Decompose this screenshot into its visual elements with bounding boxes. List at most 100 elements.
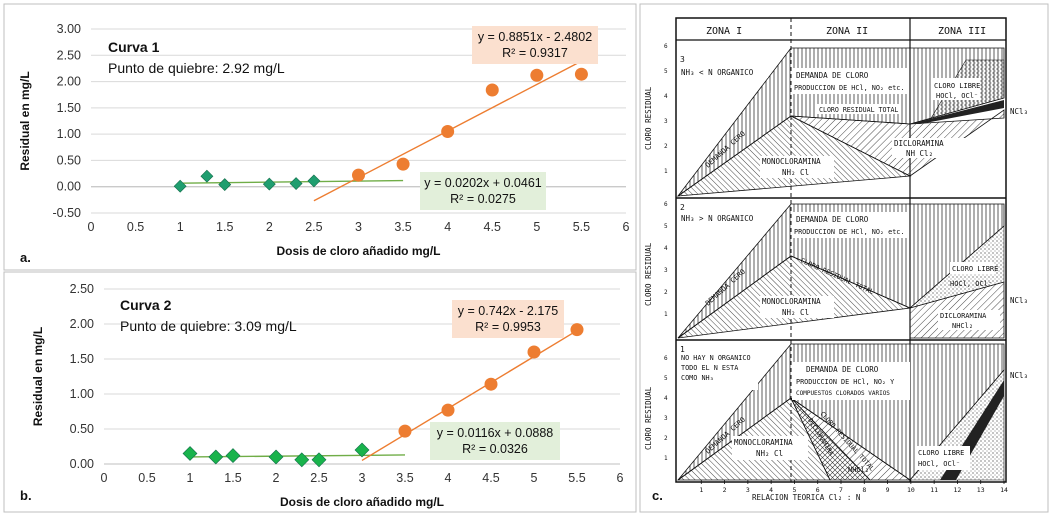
y-tick-label: 0.00 — [57, 180, 81, 194]
plot-3-mono-formula: NH₂ Cl — [782, 168, 809, 177]
panel-a-frame — [3, 3, 637, 271]
svg-text:3: 3 — [664, 415, 668, 422]
plot-3-ncl3: NCl₃ — [1010, 107, 1028, 116]
x-tick-label: 3 — [359, 471, 366, 485]
diagram-x-ticks: 1 2 3 4 5 6 7 8 9 10 11 12 13 14 — [699, 480, 1008, 494]
x-tick-label: 0.5 — [127, 220, 144, 234]
x-tick-label: 5.5 — [573, 220, 590, 234]
plot-1-y-ticks: 1 2 3 4 5 6 — [664, 355, 668, 462]
x-tick-label: 4 — [444, 220, 451, 234]
data-point-diamond — [354, 442, 370, 458]
x-axis-label: Dosis de cloro añadido mg/L — [280, 495, 444, 509]
trend-r-squared: R² = 0.0326 — [462, 442, 528, 456]
data-point-diamond — [307, 174, 321, 188]
data-point-diamond — [200, 169, 214, 183]
trend-equation: y = 0.742x - 2.175 — [458, 304, 558, 318]
plot-3-demanda-title: DEMANDA DE CLORO — [796, 71, 869, 80]
y-tick-label: 3.00 — [57, 22, 81, 36]
diagram-x-tick-label: 8 — [862, 486, 866, 494]
trend-equation: y = 0.8851x - 2.4802 — [478, 30, 592, 44]
data-point-diamond — [311, 452, 327, 468]
diagram-x-tick-label: 2 — [723, 486, 727, 494]
x-tick-label: 1.5 — [224, 471, 241, 485]
svg-text:2: 2 — [664, 289, 668, 296]
svg-text:2: 2 — [664, 143, 668, 150]
trendline — [189, 454, 406, 458]
y-tick-label: 0.50 — [70, 422, 94, 436]
panel-a-tag: a. — [20, 250, 31, 265]
diagram-x-tick-label: 11 — [930, 486, 938, 494]
data-point-diamond — [225, 448, 241, 464]
x-tick-label: 3 — [355, 220, 362, 234]
diagram-x-tick-label: 12 — [954, 486, 962, 494]
x-tick-label: 3.5 — [394, 220, 411, 234]
plot-1-condition-line-3: COMO NH₃ — [681, 374, 714, 382]
equation-box — [452, 300, 564, 338]
x-tick-label: 5.5 — [568, 471, 585, 485]
plot-1-mono: MONOCLORAMINA — [734, 438, 793, 447]
svg-text:5: 5 — [664, 375, 668, 382]
plot-1-number: 1 — [680, 345, 685, 354]
panel-b-frame — [3, 271, 637, 513]
curve-title: Curva 2 — [120, 297, 172, 313]
x-tick-label: 2 — [266, 220, 273, 234]
zone-3-label: ZONA III — [938, 26, 986, 37]
diagram-x-tick-label: 3 — [746, 486, 750, 494]
x-tick-label: 6 — [617, 471, 624, 485]
diagram-x-tick-label: 6 — [816, 486, 820, 494]
y-tick-label: 0.00 — [70, 457, 94, 471]
y-axis-label-plot1: CLORO RESIDUAL — [644, 386, 653, 450]
panel-b-tag: b. — [20, 488, 32, 503]
diagram-x-tick-label: 5 — [792, 486, 796, 494]
plot-1-libre: CLORO LIBRE — [918, 449, 964, 457]
y-tick-label: 2.50 — [57, 48, 81, 62]
svg-text:4: 4 — [664, 93, 668, 100]
y-tick-label: 1.50 — [57, 101, 81, 115]
data-point-diamond — [182, 446, 198, 461]
data-point-circle — [570, 323, 584, 337]
svg-text:1: 1 — [664, 311, 668, 318]
x-tick-label: 1 — [187, 471, 194, 485]
svg-text:3: 3 — [664, 118, 668, 125]
svg-text:6: 6 — [664, 43, 668, 50]
plot-1-mono-formula: NH₂ Cl — [756, 449, 783, 458]
plot-2-y-ticks: 1 2 3 4 5 6 — [664, 201, 668, 318]
plot-1-libre-species: HOCl, OCl⁻ — [918, 460, 960, 468]
y-tick-label: -0.50 — [53, 206, 82, 220]
y-axis-label: Residual en mg/L — [18, 71, 32, 170]
data-point-circle — [441, 403, 455, 417]
svg-text:4: 4 — [664, 395, 668, 402]
x-tick-label: 0 — [101, 471, 108, 485]
svg-text:4: 4 — [664, 245, 668, 252]
panel-c-frame — [639, 3, 1049, 513]
svg-text:3: 3 — [664, 267, 668, 274]
x-tick-label: 2.5 — [305, 220, 322, 234]
data-point-diamond — [173, 179, 187, 193]
diagram-x-tick-label: 10 — [907, 486, 915, 494]
trend-equation: y = 0.0116x + 0.0888 — [437, 426, 554, 440]
data-point-diamond — [268, 449, 284, 465]
plot-2-di-formula: NHCl₂ — [952, 322, 973, 330]
x-tick-label: 5 — [531, 471, 538, 485]
data-point-circle — [398, 424, 412, 438]
plot-1-demanda-title: DEMANDA DE CLORO — [806, 365, 879, 374]
diagram-x-axis-label: RELACION TEORICA Cl₂ : N — [752, 493, 860, 502]
x-tick-label: 0 — [88, 220, 95, 234]
x-tick-label: 3.5 — [396, 471, 413, 485]
chart-curva-1: -0.50 0.00 0.50 1.00 1.50 2.00 2.50 3.00 0 0.5 1 1.… — [18, 22, 630, 258]
svg-text:2: 2 — [664, 435, 668, 442]
plot-3-condition: NH₃ < N ORGANICO — [681, 68, 754, 77]
data-point-circle — [352, 168, 365, 182]
plot-1-condition-line-2: TODO EL N ESTA — [681, 364, 738, 372]
svg-text:5: 5 — [664, 68, 668, 75]
plot-3-number: 3 — [680, 55, 685, 64]
svg-text:1: 1 — [664, 168, 668, 175]
data-point-diamond — [262, 177, 276, 191]
plot-2-mono-formula: NH₂ Cl — [782, 308, 809, 317]
plot-1-demanda-sub2: COMPUESTOS CLORADOS VARIOS — [796, 390, 890, 397]
plot-3-demanda-sub: PRODUCCION DE HCl, NO₂ etc. — [794, 84, 905, 92]
plot-3-libre-species: HOCl, OCl⁻ — [936, 92, 978, 100]
data-point-circle — [485, 83, 499, 97]
plot-2-condition: NH₃ > N ORGANICO — [681, 214, 754, 223]
